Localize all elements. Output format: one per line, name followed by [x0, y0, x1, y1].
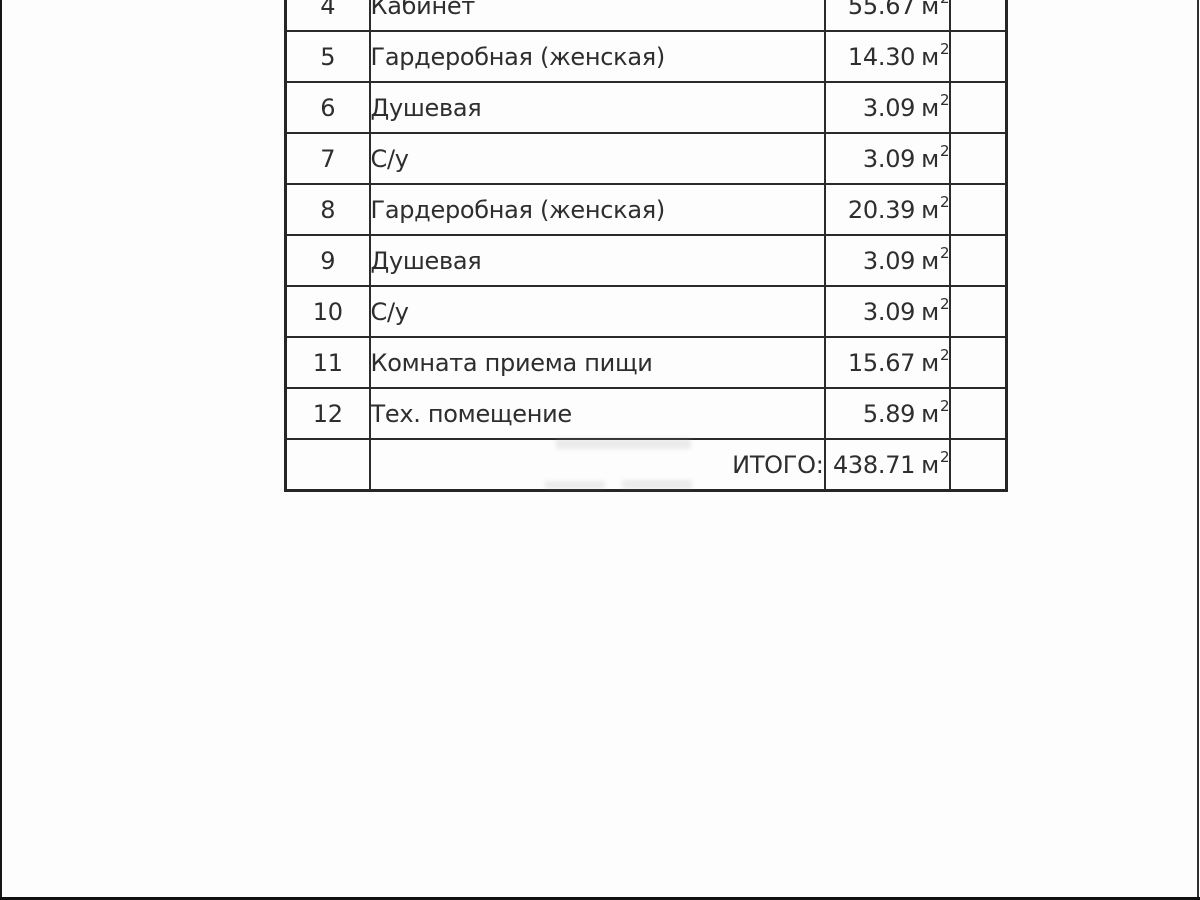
- area-unit-exponent: 2: [939, 40, 950, 58]
- room-name-cell: Тех. помещение: [368, 387, 826, 440]
- room-area-cell: 3.09 м2: [823, 81, 951, 134]
- faint-watermark: [545, 481, 605, 489]
- empty-note-cell: [948, 387, 1008, 440]
- total-area-cell: 438.71 м2: [823, 438, 951, 492]
- area-unit: м: [921, 43, 939, 71]
- area-unit-exponent: 2: [939, 142, 950, 160]
- room-number-cell: 9: [284, 234, 371, 287]
- empty-note-cell: [948, 336, 1008, 389]
- area-unit-exponent: 2: [939, 91, 950, 109]
- area-unit: м: [921, 0, 939, 20]
- empty-note-cell: [948, 285, 1008, 338]
- room-area-cell: 3.09 м2: [823, 234, 951, 287]
- table-total-row: ИТОГО: 438.71 м2: [284, 438, 1008, 492]
- room-name-cell: Душевая: [368, 234, 826, 287]
- room-number-cell: 4: [284, 0, 371, 32]
- area-value: 3.09: [862, 94, 916, 122]
- scan-edge-left: [0, 0, 2, 900]
- empty-note-cell: [948, 30, 1008, 83]
- room-area-cell: 5.89 м2: [823, 387, 951, 440]
- area-value: 5.89: [862, 400, 916, 428]
- table-row: 12 Тех. помещение 5.89 м2: [284, 387, 1008, 440]
- room-name-cell: Гардеробная (женская): [368, 183, 826, 236]
- room-name-cell: С/у: [368, 285, 826, 338]
- empty-note-cell: [948, 81, 1008, 134]
- empty-note-cell: [948, 438, 1008, 492]
- table-row: 8 Гардеробная (женская) 20.39 м2: [284, 183, 1008, 236]
- faint-watermark: [622, 480, 692, 489]
- empty-note-cell: [948, 234, 1008, 287]
- room-area-cell: 3.09 м2: [823, 285, 951, 338]
- faint-watermark: [556, 438, 691, 449]
- room-area-cell: 15.67 м2: [823, 336, 951, 389]
- room-number-cell: 12: [284, 387, 371, 440]
- empty-note-cell: [948, 183, 1008, 236]
- area-unit: м: [921, 196, 939, 224]
- area-value: 55.67: [847, 0, 916, 20]
- table-row: 6 Душевая 3.09 м2: [284, 81, 1008, 134]
- table-row: 7 С/у 3.09 м2: [284, 132, 1008, 185]
- empty-note-cell: [948, 0, 1008, 32]
- room-name-cell: Комната приема пищи: [368, 336, 826, 389]
- room-name-cell: Кабинет: [368, 0, 826, 32]
- area-unit: м: [921, 400, 939, 428]
- room-name-cell: Душевая: [368, 81, 826, 134]
- area-unit: м: [921, 349, 939, 377]
- area-unit-exponent: 2: [940, 0, 950, 7]
- room-number-cell: 11: [284, 336, 371, 389]
- room-area-cell: 14.30 м2: [823, 30, 951, 83]
- room-name-cell: С/у: [368, 132, 826, 185]
- area-unit-exponent: 2: [939, 244, 950, 262]
- area-unit-exponent: 2: [939, 397, 950, 415]
- room-number-cell: 8: [284, 183, 371, 236]
- area-unit: м: [921, 247, 939, 275]
- area-unit: м: [921, 94, 939, 122]
- room-area-cell: 20.39 м2: [823, 183, 951, 236]
- table-row: 11 Комната приема пищи 15.67 м2: [284, 336, 1008, 389]
- room-number-cell: 6: [284, 81, 371, 134]
- empty-note-cell: [948, 132, 1008, 185]
- room-number-cell: 10: [284, 285, 371, 338]
- table-row: 5 Гардеробная (женская) 14.30 м2: [284, 30, 1008, 83]
- table-row: 10 С/у 3.09 м2: [284, 285, 1008, 338]
- area-value: 14.30: [847, 43, 916, 71]
- area-value: 438.71: [832, 451, 916, 479]
- scan-edge-right: [1197, 0, 1199, 900]
- table-row: 9 Душевая 3.09 м2: [284, 234, 1008, 287]
- area-value: 3.09: [862, 247, 916, 275]
- area-value: 20.39: [847, 196, 916, 224]
- room-name-cell: Гардеробная (женская): [368, 30, 826, 83]
- scan-edge-bottom: [0, 897, 1200, 900]
- area-unit-exponent: 2: [939, 193, 950, 211]
- room-number-cell: 5: [284, 30, 371, 83]
- room-number-cell: 7: [284, 132, 371, 185]
- area-unit: м: [921, 145, 939, 173]
- area-unit-exponent: 2: [939, 295, 950, 313]
- area-value: 3.09: [862, 145, 916, 173]
- area-value: 15.67: [847, 349, 916, 377]
- empty-number-cell: [284, 438, 371, 492]
- area-unit: м: [921, 298, 939, 326]
- total-label-cell: ИТОГО:: [368, 438, 826, 492]
- area-unit-exponent: 2: [939, 448, 950, 466]
- area-unit-exponent: 2: [939, 346, 950, 364]
- area-unit: м: [921, 451, 939, 479]
- room-area-cell: 3.09 м2: [823, 132, 951, 185]
- area-value: 3.09: [862, 298, 916, 326]
